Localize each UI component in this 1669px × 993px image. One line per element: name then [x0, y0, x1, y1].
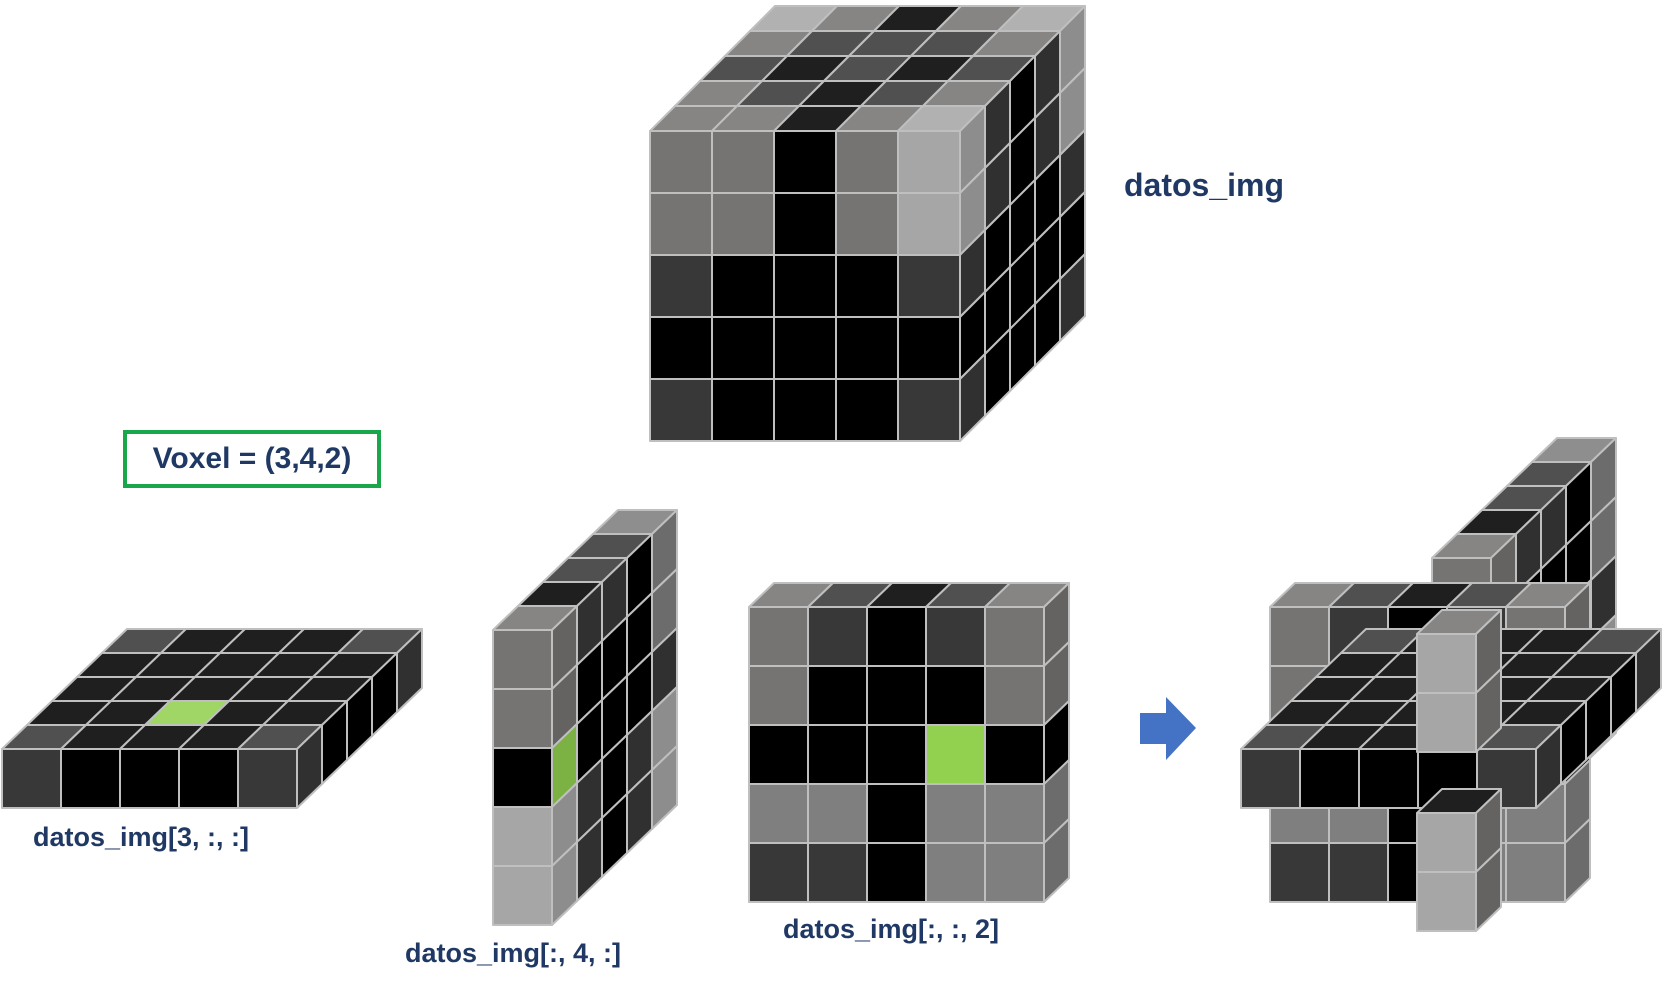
- voxel-front-face: [807, 665, 868, 726]
- voxel-front-face: [711, 316, 775, 380]
- voxel-front-face: [1358, 748, 1419, 809]
- voxel-front-face: [897, 192, 961, 256]
- voxel-front-face: [984, 606, 1045, 667]
- voxel-front-face: [237, 748, 298, 809]
- voxel-front-face: [866, 783, 927, 844]
- voxel-front-face: [711, 254, 775, 318]
- voxel-front-face: [748, 724, 809, 785]
- voxel-front-face: [711, 378, 775, 442]
- voxel-front-face: [984, 783, 1045, 844]
- voxel-front-face: [984, 842, 1045, 903]
- voxel-front-face: [1, 748, 62, 809]
- voxel-front-face: [835, 378, 899, 442]
- voxel-front-face: [711, 192, 775, 256]
- voxel-front-face: [1416, 692, 1477, 753]
- voxel-front-face: [649, 378, 713, 442]
- slice-x-label: datos_img[3, :, :]: [33, 822, 250, 852]
- arrow-right-shape: [1140, 697, 1196, 760]
- voxel-front-face: [178, 748, 239, 809]
- voxel-side-face: [1635, 628, 1662, 713]
- voxel-front-face: [925, 606, 986, 667]
- voxel-front-face: [492, 806, 553, 867]
- voxel-side-face: [396, 628, 423, 713]
- voxel-front-face: [866, 724, 927, 785]
- voxel-front-face: [649, 254, 713, 318]
- voxel-front-face: [773, 378, 837, 442]
- arrow-right-icon: [1140, 697, 1196, 760]
- slice-x-slab: [1, 628, 423, 809]
- voxel-front-face: [773, 130, 837, 194]
- voxel-front-face: [748, 665, 809, 726]
- voxel-front-face: [897, 130, 961, 194]
- voxel-coordinate-box: Voxel = (3,4,2): [123, 430, 381, 488]
- voxel-front-face: [773, 316, 837, 380]
- voxel-front-face: [807, 606, 868, 667]
- voxel-front-face: [1328, 842, 1389, 903]
- voxel-front-face: [492, 865, 553, 926]
- voxel-front-face: [1416, 812, 1477, 873]
- voxel-front-face: [925, 724, 986, 785]
- voxel-front-face: [925, 842, 986, 903]
- voxel-front-face: [925, 665, 986, 726]
- voxel-front-face: [1416, 871, 1477, 932]
- voxel-coordinate-label: Voxel = (3,4,2): [152, 442, 352, 475]
- slice-z-label: datos_img[:, :, 2]: [783, 914, 1000, 944]
- voxel-front-face: [866, 606, 927, 667]
- voxel-front-face: [835, 192, 899, 256]
- voxel-front-face: [773, 192, 837, 256]
- voxel-front-face: [984, 665, 1045, 726]
- voxel-front-face: [897, 378, 961, 442]
- volume-label: datos_img: [1124, 167, 1285, 203]
- voxel-front-face: [492, 688, 553, 749]
- voxel-front-face: [866, 842, 927, 903]
- volume-cube: [649, 5, 1086, 442]
- voxel-front-face: [748, 606, 809, 667]
- voxel-front-face: [748, 842, 809, 903]
- voxel-front-face: [835, 254, 899, 318]
- voxel-side-face: [1059, 253, 1086, 342]
- voxel-front-face: [1505, 842, 1566, 903]
- voxel-front-face: [897, 316, 961, 380]
- voxel-side-face: [651, 745, 678, 830]
- voxel-front-face: [492, 747, 553, 808]
- voxel-front-face: [897, 254, 961, 318]
- combined-slices: [1240, 437, 1662, 932]
- slice-z-panel: [748, 582, 1070, 903]
- voxel-front-face: [807, 842, 868, 903]
- voxel-front-face: [1299, 748, 1360, 809]
- voxel-front-face: [60, 748, 121, 809]
- voxel-front-face: [773, 254, 837, 318]
- voxel-front-face: [984, 724, 1045, 785]
- voxel-front-face: [649, 130, 713, 194]
- voxel-front-face: [1416, 633, 1477, 694]
- voxel-front-face: [649, 192, 713, 256]
- voxel-front-face: [649, 316, 713, 380]
- voxel-front-face: [807, 724, 868, 785]
- slice-y-wall: [492, 509, 678, 926]
- voxel-front-face: [711, 130, 775, 194]
- voxel-front-face: [119, 748, 180, 809]
- voxel-front-face: [1269, 606, 1330, 667]
- voxel-front-face: [748, 783, 809, 844]
- voxel-front-face: [1269, 842, 1330, 903]
- voxel-front-face: [835, 130, 899, 194]
- voxel-front-face: [835, 316, 899, 380]
- slice-y-label: datos_img[:, 4, :]: [405, 938, 622, 968]
- voxel-front-face: [492, 629, 553, 690]
- voxel-front-face: [866, 665, 927, 726]
- voxel-front-face: [807, 783, 868, 844]
- voxel-front-face: [1240, 748, 1301, 809]
- voxel-front-face: [925, 783, 986, 844]
